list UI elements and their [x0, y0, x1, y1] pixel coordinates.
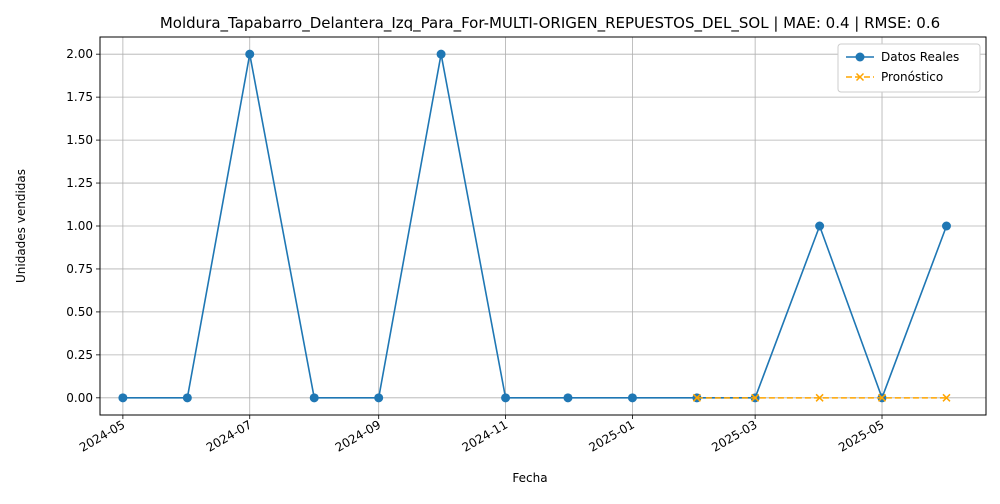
forecast-point-stroke: [815, 393, 824, 402]
x-axis-label: Fecha: [512, 471, 547, 485]
x-tick-label: 2025-01: [587, 417, 637, 454]
data-point: [815, 221, 825, 231]
y-tick-label: 1.75: [66, 90, 93, 104]
data-point: [501, 393, 511, 403]
x-tick-label: 2024-11: [460, 417, 510, 454]
forecast-point-stroke: [942, 393, 951, 402]
grid: [100, 37, 986, 415]
legend-label-datos-reales: Datos Reales: [881, 50, 959, 64]
chart-title: Moldura_Tapabarro_Delantera_Izq_Para_For…: [160, 14, 940, 33]
x-tick-label: 2024-07: [204, 417, 254, 454]
legend-box: [837, 43, 981, 93]
ticks: 0.00 0.25 0.50 0.75 1.00 1.25 1.50 1.75 2.00 2024…: [66, 47, 886, 454]
x-tick-label: 2024-09: [333, 417, 383, 454]
forecast-point: [751, 393, 760, 402]
series-layer: [118, 49, 951, 403]
data-point: [627, 393, 637, 403]
legend-marks: [846, 52, 874, 82]
legend-label-pronostico: Pronóstico: [881, 70, 943, 84]
legend: Datos Reales Pronóstico: [837, 43, 981, 93]
y-tick-label: 1.00: [66, 219, 93, 233]
forecast-point: [815, 393, 824, 402]
data-point: [436, 49, 446, 59]
data-point: [563, 393, 573, 403]
data-point: [182, 393, 192, 403]
legend-marker-pronostico: [855, 72, 865, 82]
forecast-point-stroke: [877, 393, 887, 402]
legend-marker-datos-reales: [855, 52, 865, 62]
series-line-0: [122, 54, 948, 401]
forecast-point-stroke: [751, 393, 760, 402]
y-axis-label: Unidades vendidas: [14, 169, 28, 283]
data-point: [309, 393, 319, 403]
x-tick-label: 2025-03: [709, 417, 759, 454]
y-tick-label: 1.50: [66, 133, 93, 147]
data-point: [118, 393, 128, 403]
y-tick-label: 0.75: [66, 262, 93, 276]
y-tick-label: 0.00: [66, 391, 93, 405]
forecast-point: [692, 393, 701, 402]
data-point: [941, 221, 951, 231]
data-point: [374, 393, 384, 403]
y-tick-label: 0.25: [66, 348, 93, 362]
x-tick-label: 2024-05: [77, 417, 127, 454]
forecast-point: [877, 393, 887, 402]
forecast-point-stroke: [692, 393, 701, 402]
x-tick-label: 2025-05: [836, 417, 886, 454]
forecast-point: [942, 393, 951, 402]
y-tick-label: 1.25: [66, 176, 93, 190]
y-tick-label: 0.50: [66, 305, 93, 319]
data-point: [245, 49, 255, 59]
y-tick-label: 2.00: [66, 47, 93, 61]
